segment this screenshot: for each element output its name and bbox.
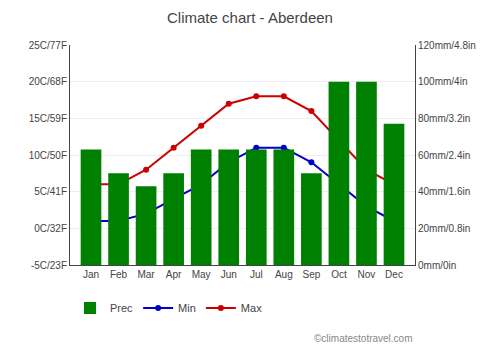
svg-text:Feb: Feb [110, 269, 128, 280]
svg-text:Jun: Jun [221, 269, 237, 280]
svg-text:0mm/0in: 0mm/0in [418, 260, 456, 271]
svg-text:120mm/4.8in: 120mm/4.8in [418, 40, 476, 51]
svg-text:20mm/0.8in: 20mm/0.8in [418, 223, 470, 234]
svg-text:Jul: Jul [250, 269, 263, 280]
svg-text:Jan: Jan [83, 269, 99, 280]
svg-text:Mar: Mar [137, 269, 155, 280]
svg-text:Sep: Sep [302, 269, 320, 280]
svg-text:May: May [192, 269, 211, 280]
svg-text:Nov: Nov [358, 269, 376, 280]
svg-text:Prec: Prec [110, 302, 133, 314]
svg-text:-5C/23F: -5C/23F [31, 260, 67, 271]
svg-text:Apr: Apr [166, 269, 182, 280]
svg-text:40mm/1.6in: 40mm/1.6in [418, 186, 470, 197]
svg-text:Oct: Oct [331, 269, 347, 280]
svg-text:10C/50F: 10C/50F [29, 150, 67, 161]
svg-text:0C/32F: 0C/32F [34, 223, 67, 234]
svg-text:5C/41F: 5C/41F [34, 186, 67, 197]
svg-text:80mm/3.2in: 80mm/3.2in [418, 113, 470, 124]
svg-text:Max: Max [241, 302, 262, 314]
svg-text:20C/68F: 20C/68F [29, 76, 67, 87]
svg-text:Dec: Dec [385, 269, 403, 280]
svg-text:©climatestotravel.com: ©climatestotravel.com [314, 333, 413, 344]
svg-text:100mm/4in: 100mm/4in [418, 76, 467, 87]
svg-text:Climate chart - Aberdeen: Climate chart - Aberdeen [167, 9, 333, 26]
svg-text:25C/77F: 25C/77F [29, 40, 67, 51]
svg-text:Min: Min [178, 302, 196, 314]
svg-text:15C/59F: 15C/59F [29, 113, 67, 124]
svg-text:Aug: Aug [275, 269, 293, 280]
svg-text:60mm/2.4in: 60mm/2.4in [418, 150, 470, 161]
